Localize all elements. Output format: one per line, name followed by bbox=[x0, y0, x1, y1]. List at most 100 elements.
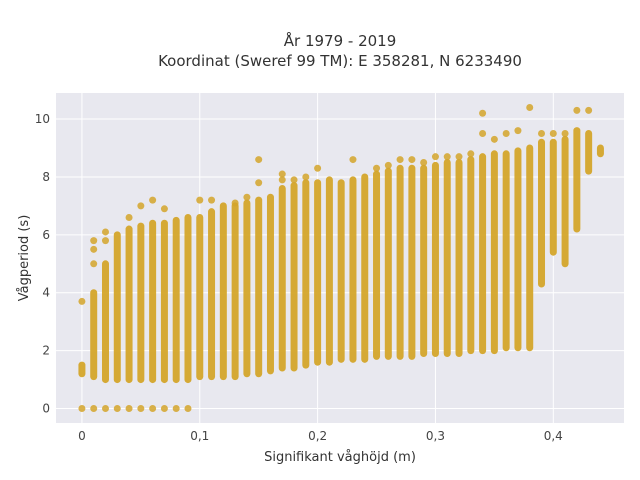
scatter-column bbox=[349, 156, 357, 363]
scatter-column bbox=[502, 130, 510, 352]
y-tick-label: 6 bbox=[42, 228, 50, 242]
scatter-point bbox=[184, 405, 192, 413]
scatter-column bbox=[337, 179, 345, 363]
scatter-point bbox=[243, 193, 251, 201]
point-cluster bbox=[160, 219, 168, 384]
tick-labels: 0 0,1 0,2 0,3 0,4 0 2 4 6 8 10 bbox=[35, 112, 563, 443]
scatter-column bbox=[490, 135, 498, 355]
point-cluster bbox=[443, 158, 451, 358]
scatter-point bbox=[113, 405, 121, 413]
scatter-column bbox=[149, 196, 157, 413]
point-cluster bbox=[78, 361, 86, 378]
scatter-point bbox=[443, 153, 451, 161]
x-axis-label: Signifikant våghöjd (m) bbox=[264, 450, 416, 465]
point-cluster bbox=[420, 164, 428, 358]
point-cluster bbox=[290, 182, 298, 372]
scatter-column bbox=[408, 156, 416, 360]
scatter-point bbox=[396, 156, 404, 164]
scatter-column bbox=[302, 173, 310, 369]
point-cluster bbox=[526, 144, 534, 352]
scatter-column bbox=[561, 130, 569, 268]
point-cluster bbox=[113, 231, 121, 384]
scatter-column bbox=[290, 176, 298, 372]
scatter-point bbox=[467, 150, 475, 158]
scatter-point bbox=[208, 196, 216, 204]
scatter-point bbox=[101, 237, 109, 245]
scatter-point bbox=[573, 106, 581, 114]
scatter-point bbox=[90, 405, 98, 413]
scatter-points bbox=[78, 103, 604, 413]
scatter-point bbox=[408, 156, 416, 164]
scatter-point bbox=[585, 106, 593, 114]
scatter-point bbox=[101, 228, 109, 236]
point-cluster bbox=[125, 225, 133, 384]
point-cluster bbox=[490, 150, 498, 355]
scatter-column bbox=[467, 150, 475, 355]
x-tick-label: 0 bbox=[78, 429, 86, 443]
point-cluster bbox=[314, 179, 322, 366]
scatter-point bbox=[137, 405, 145, 413]
scatter-point bbox=[90, 245, 98, 253]
chart-title-line2: Koordinat (Sweref 99 TM): E 358281, N 62… bbox=[158, 52, 522, 70]
point-cluster bbox=[278, 185, 286, 372]
scatter-point bbox=[90, 237, 98, 245]
x-tick-label: 0,4 bbox=[544, 429, 563, 443]
scatter-column bbox=[125, 213, 133, 413]
scatter-point bbox=[561, 130, 569, 138]
scatter-point bbox=[549, 130, 557, 138]
scatter-column bbox=[431, 153, 439, 358]
y-tick-label: 0 bbox=[42, 402, 50, 416]
scatter-column bbox=[538, 130, 546, 288]
scatter-point bbox=[137, 202, 145, 210]
scatter-column bbox=[585, 106, 593, 175]
point-cluster bbox=[431, 161, 439, 358]
scatter-point bbox=[514, 127, 522, 135]
scatter-point bbox=[290, 176, 298, 184]
scatter-point bbox=[314, 164, 322, 172]
scatter-point bbox=[125, 213, 133, 221]
scatter-column bbox=[172, 216, 180, 413]
scatter-column bbox=[526, 103, 534, 352]
point-cluster bbox=[255, 196, 263, 378]
scatter-point bbox=[125, 405, 133, 413]
scatter-column bbox=[101, 228, 109, 413]
scatter-point bbox=[526, 103, 534, 111]
scatter-point bbox=[278, 176, 286, 184]
scatter-point bbox=[490, 135, 498, 143]
scatter-column bbox=[420, 158, 428, 358]
scatter-point bbox=[538, 130, 546, 138]
scatter-point bbox=[479, 130, 487, 138]
y-tick-label: 10 bbox=[35, 112, 50, 126]
point-cluster bbox=[243, 199, 251, 378]
scatter-point bbox=[255, 179, 263, 187]
scatter-column bbox=[455, 153, 463, 358]
point-cluster bbox=[337, 179, 345, 363]
scatter-point bbox=[302, 173, 310, 181]
scatter-point bbox=[455, 153, 463, 161]
scatter-point bbox=[373, 164, 381, 172]
scatter-column bbox=[384, 161, 392, 360]
point-cluster bbox=[479, 153, 487, 355]
scatter-column bbox=[266, 193, 274, 375]
scatter-column bbox=[514, 127, 522, 352]
scatter-point bbox=[196, 196, 204, 204]
scatter-point bbox=[349, 156, 357, 164]
y-axis-label: Vågperiod (s) bbox=[17, 215, 32, 302]
scatter-point bbox=[231, 199, 239, 207]
scatter-point bbox=[149, 196, 157, 204]
scatter-column bbox=[90, 237, 98, 413]
scatter-point bbox=[78, 297, 86, 305]
y-tick-label: 2 bbox=[42, 344, 50, 358]
scatter-column bbox=[255, 156, 263, 378]
point-cluster bbox=[231, 202, 239, 381]
scatter-column bbox=[396, 156, 404, 360]
point-cluster bbox=[349, 176, 357, 363]
scatter-column bbox=[573, 106, 581, 233]
point-cluster bbox=[302, 179, 310, 369]
scatter-point bbox=[479, 109, 487, 117]
point-cluster bbox=[396, 164, 404, 360]
scatter-column bbox=[243, 193, 251, 378]
point-cluster bbox=[373, 170, 381, 360]
point-cluster bbox=[325, 176, 333, 366]
chart-title-line1: År 1979 - 2019 bbox=[284, 31, 397, 50]
